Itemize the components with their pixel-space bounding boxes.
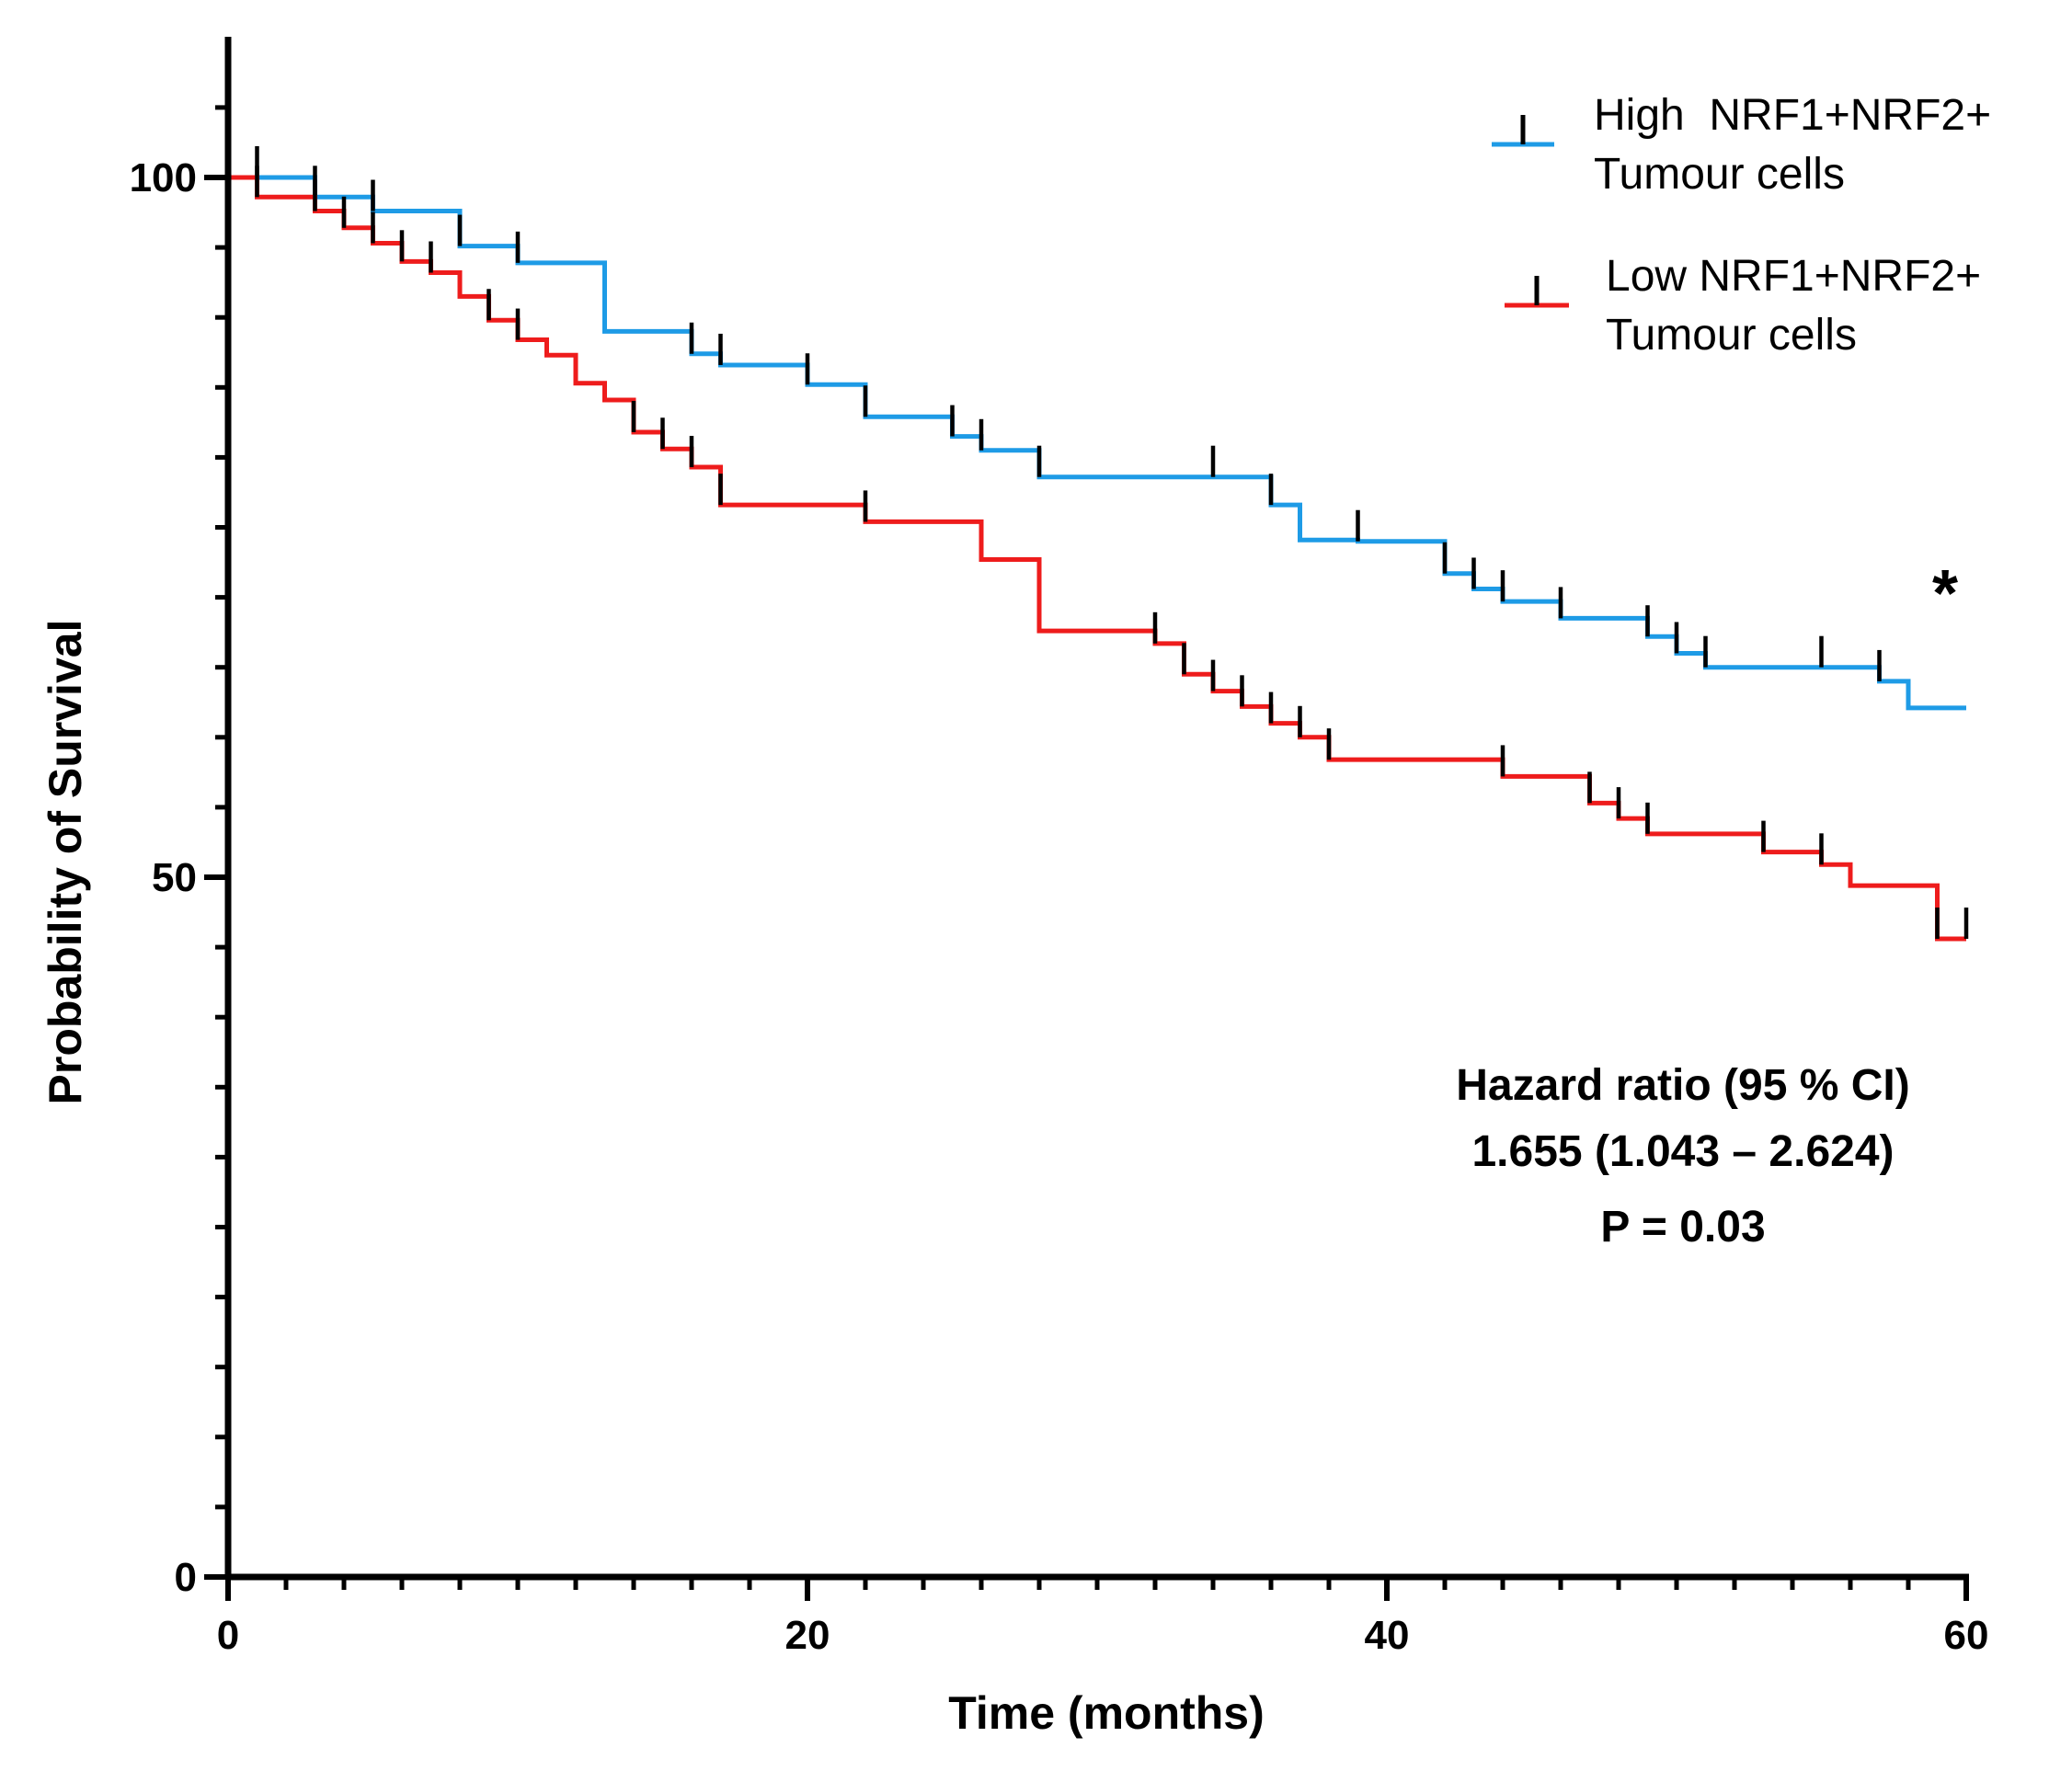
y-tick-label: 100 [130,155,197,200]
legend-label-low-line1: Low NRF1+NRF2+ [1606,252,1981,301]
legend-label-high-line1: High NRF1+NRF2+ [1594,91,1991,140]
y-axis-title: Probability of Survival [40,620,91,1105]
y-tick-label: 50 [152,855,197,900]
p-value: P = 0.03 [1600,1203,1765,1251]
hazard-ratio-title: Hazard ratio (95 % CI) [1456,1061,1909,1110]
x-tick-label: 0 [217,1613,239,1658]
legend: High NRF1+NRF2+ Tumour cells Low NRF1+NR… [1492,91,1991,360]
ticks-layer: 0 50 100 0 20 40 60 [130,105,1989,1658]
legend-label-low-line2: Tumour cells [1606,311,1857,360]
significance-star: * [1932,557,1958,631]
legend-label-high-line2: Tumour cells [1594,150,1845,199]
x-tick-label: 40 [1365,1613,1410,1658]
y-tick-label: 0 [175,1555,197,1600]
hazard-ratio-value: 1.655 (1.043 – 2.624) [1471,1127,1894,1176]
x-tick-label: 60 [1944,1613,1989,1658]
hazard-ratio-annotation: Hazard ratio (95 % CI) 1.655 (1.043 – 2.… [1456,1061,1909,1251]
x-tick-label: 20 [785,1613,830,1658]
series-layer [228,146,1969,942]
x-axis-title: Time (months) [948,1687,1265,1739]
